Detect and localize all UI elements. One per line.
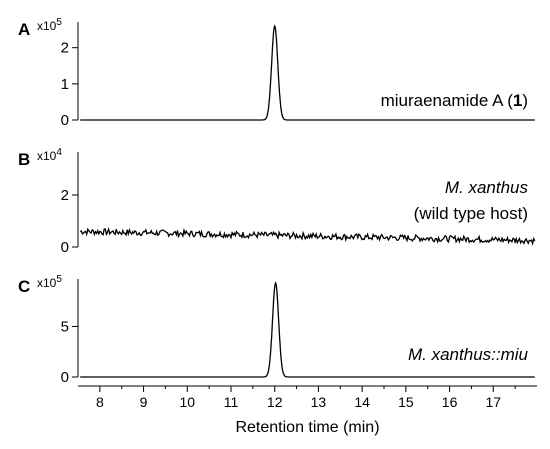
x-tick-label: 13 [311,394,327,410]
y-multiplier-exponent: 4 [56,147,62,158]
y-tick-label: 0 [61,239,69,256]
y-tick-label: 0 [61,369,69,386]
trace-annotation-segment: ) [522,91,528,110]
x-tick-label: 12 [267,394,283,410]
x-tick-label: 16 [442,394,458,410]
y-tick-label: 2 [61,40,69,57]
trace-line [80,281,535,378]
trace-line [80,24,535,121]
y-tick-label: 5 [61,318,69,335]
y-tick-label: 2 [61,187,69,204]
panel-letter: A [18,20,30,39]
y-multiplier-label: x105 [37,17,62,33]
y-tick-label: 0 [61,112,69,129]
y-tick-label: 1 [61,76,69,93]
y-multiplier-base: x10 [37,19,57,33]
trace-annotation-segment: 1 [513,91,522,110]
y-multiplier-base: x10 [37,149,57,163]
x-axis-label: Retention time (min) [235,419,379,436]
trace-annotation: M. xanthus::miu [408,345,529,364]
x-tick-label: 11 [224,394,239,410]
trace-line [79,226,536,246]
x-tick-label: 8 [96,394,104,410]
x-tick-label: 14 [354,394,370,410]
y-multiplier-label: x104 [37,147,62,163]
y-multiplier-label: x105 [37,274,62,290]
trace-annotation-segment: M. xanthus::miu [408,345,529,364]
y-multiplier-base: x10 [37,276,57,290]
y-multiplier-exponent: 5 [56,274,62,285]
x-tick-label: 15 [398,394,414,410]
x-tick-label: 10 [179,394,195,410]
trace-annotation-line2: (wild type host) [414,204,528,223]
trace-annotation: M. xanthus [445,178,529,197]
x-axis: 8 9 10 11 12 13 14 15 16 17 Retention time (min) [78,385,537,436]
panel-letter: C [18,277,30,296]
trace-annotation-segment: miuraenamide A ( [381,91,514,110]
x-ticks: 8 9 10 11 12 13 14 15 16 17 [96,386,516,410]
trace-annotation-segment: M. xanthus [445,178,529,197]
x-tick-label: 9 [140,394,148,410]
y-multiplier-exponent: 5 [56,17,62,28]
panel-letter: B [18,150,30,169]
trace-annotation: miuraenamide A (1) [381,91,528,110]
x-tick-label: 17 [485,394,501,410]
